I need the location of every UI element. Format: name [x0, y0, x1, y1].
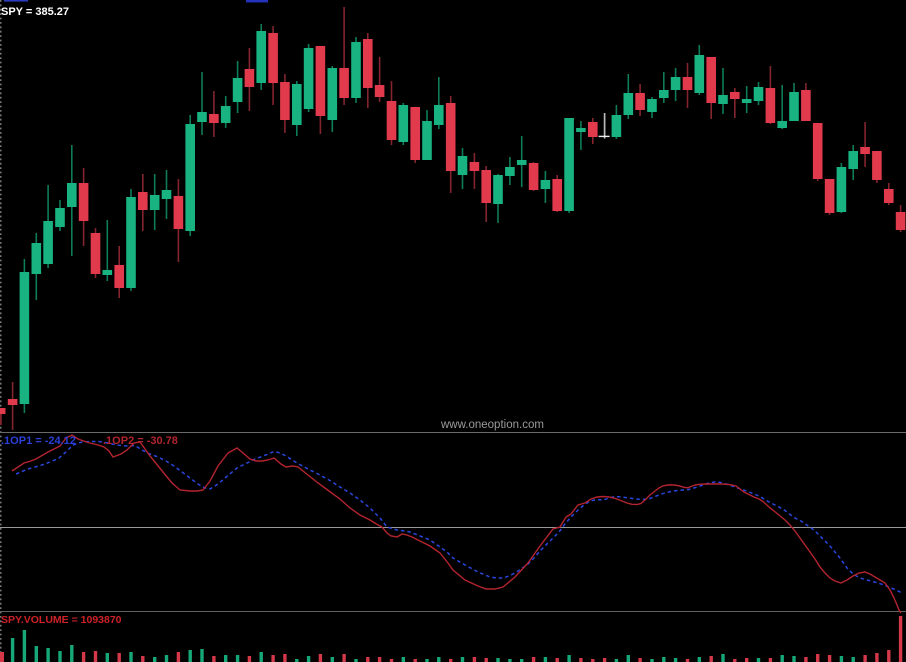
svg-text:.1OP2 = -30.78: .1OP2 = -30.78 — [103, 435, 178, 447]
svg-text:SPY.VOLUME = 1093870: SPY.VOLUME = 1093870 — [1, 614, 122, 626]
svg-text:SPY = 385.27: SPY = 385.27 — [1, 6, 69, 18]
svg-text:.1OP1 = -24.12: .1OP1 = -24.12 — [1, 435, 76, 447]
svg-text:www.oneoption.com: www.oneoption.com — [440, 419, 544, 431]
